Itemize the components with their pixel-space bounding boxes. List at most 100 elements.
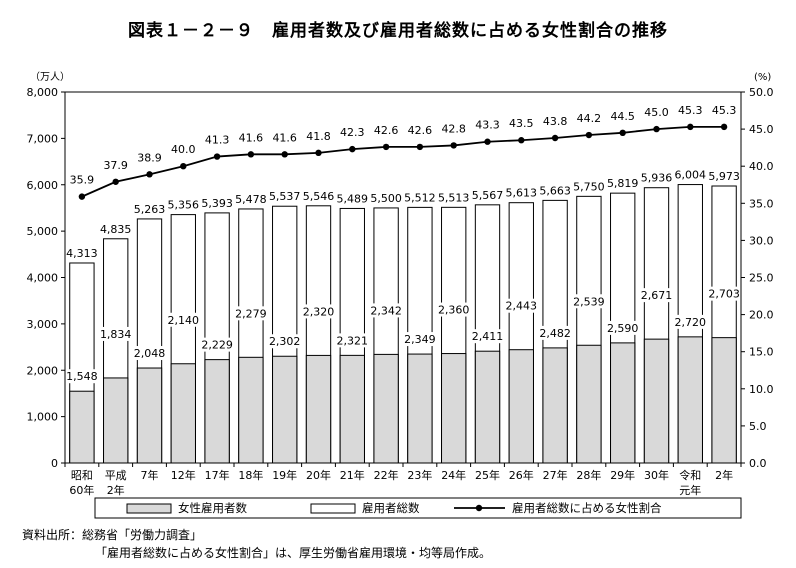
x-tick-label: 17年 <box>205 468 230 482</box>
ratio-value-label: 42.6 <box>374 124 399 137</box>
female-label-bg <box>100 326 131 341</box>
total-label-bg <box>675 167 706 181</box>
total-value-label: 5,663 <box>539 184 571 197</box>
female-bar <box>474 350 501 464</box>
female-bar <box>170 363 196 464</box>
left-axis-tick-label: 6,000 <box>27 179 59 192</box>
total-value-label: 5,546 <box>303 190 335 203</box>
total-label-bg <box>540 183 571 197</box>
legend-box <box>94 497 742 519</box>
x-tick-label: 24年 <box>441 468 466 482</box>
right-axis-tick-label: 40.0 <box>749 160 774 173</box>
ratio-point <box>450 142 457 149</box>
female-bar <box>542 347 568 464</box>
total-value-label: 5,936 <box>641 172 673 185</box>
female-value-label: 2,443 <box>506 300 538 313</box>
female-label-bg <box>202 337 233 352</box>
ratio-line <box>81 125 725 198</box>
ratio-value-label: 45.0 <box>644 106 669 119</box>
left-axis-unit: （万人） <box>30 71 70 83</box>
total-value-label: 4,835 <box>100 223 132 236</box>
ratio-point <box>247 151 255 158</box>
female-value-label: 2,720 <box>675 316 707 329</box>
female-value-label: 2,671 <box>641 289 673 302</box>
ratio-line-layer: 35.9 37.9 38.9 40.0 41.3 41.6 41.6 41.8 42.3 42.6… <box>70 104 736 200</box>
total-value-label: 5,513 <box>438 191 470 204</box>
ratio-value-label: 44.5 <box>610 110 635 123</box>
x-tick-label: 2年 <box>715 468 733 482</box>
female-label-bg <box>269 334 300 349</box>
legend-label-female: 女性雇用者数 <box>178 501 247 515</box>
x-tick-label: 29年 <box>610 468 635 482</box>
female-value-label: 2,302 <box>269 335 301 348</box>
x-tick-label: 20年 <box>306 468 331 482</box>
legend-swatch-female <box>126 503 172 514</box>
x-tick-label: 21年 <box>340 468 365 482</box>
female-value-label: 2,279 <box>235 307 267 320</box>
total-value-label: 6,004 <box>675 169 707 182</box>
total-value-label: 4,313 <box>66 247 98 260</box>
right-axis-tick-label: 15.0 <box>749 346 774 359</box>
chart-title: 図表１－２－９ 雇用者数及び雇用者総数に占める女性割合の推移 <box>128 21 668 41</box>
female-bar <box>373 353 399 464</box>
ratio-point <box>484 138 491 145</box>
ratio-value-label: 43.5 <box>509 117 534 130</box>
total-label-bg <box>438 190 469 204</box>
female-bar <box>103 377 129 464</box>
ratio-point <box>619 129 626 137</box>
total-label-bg <box>404 190 435 204</box>
ratio-value-label: 38.9 <box>137 151 162 164</box>
ratio-value-label: 41.6 <box>272 131 297 144</box>
right-axis-unit: (%) <box>754 72 771 83</box>
ratio-value-label: 37.9 <box>103 159 128 172</box>
female-value-label: 2,342 <box>370 304 402 317</box>
total-value-label: 5,613 <box>506 187 538 200</box>
female-label-bg <box>573 294 604 309</box>
x-tick-label: 18年 <box>238 468 263 482</box>
female-bar <box>711 337 737 464</box>
ratio-value-label: 42.8 <box>441 122 466 135</box>
female-label-bg <box>506 298 537 313</box>
total-label-bg <box>607 176 638 190</box>
right-axis-tick-label: 20.0 <box>749 309 774 322</box>
female-bar <box>643 338 670 464</box>
left-axis-tick-label: 2,000 <box>27 364 59 377</box>
left-axis-tick-label: 0 <box>51 457 58 470</box>
female-bar <box>204 359 230 464</box>
female-label-bg <box>438 302 469 317</box>
total-label-bg <box>66 245 97 259</box>
ratio-point <box>687 123 694 131</box>
female-value-label: 2,048 <box>134 347 166 360</box>
x-tick-label: 昭和 <box>71 469 93 482</box>
ratio-point <box>518 137 525 144</box>
female-label-bg <box>235 306 266 321</box>
chart-axes: 0 1,000 2,000 3,000 4,000 5,000 6,000 7,000 8,00… <box>27 71 774 470</box>
x-tick-label: 元年 <box>679 483 701 497</box>
total-label-bg <box>337 191 368 205</box>
ratio-value-label: 42.3 <box>340 126 365 139</box>
ratio-point <box>112 178 119 185</box>
x-tick-label: 2年 <box>107 483 125 497</box>
x-tick-label: 23年 <box>407 468 432 482</box>
legend-swatch-ratio-point <box>475 504 483 512</box>
female-label-bg <box>641 288 672 303</box>
ratio-point <box>146 171 153 178</box>
total-label-bg <box>371 190 402 204</box>
bar-labels: 4,313 1,548 4,835 1,834 5,263 2,048 5,356 2,140… <box>66 167 740 384</box>
total-label-bg <box>168 197 199 211</box>
x-tick-label: 60年 <box>69 483 94 497</box>
right-axis-tick-label: 50.0 <box>749 86 774 99</box>
legend-label-total: 雇用者総数 <box>362 501 420 515</box>
female-bar <box>610 342 636 464</box>
female-bar <box>508 349 534 464</box>
ratio-value-label: 42.6 <box>408 124 433 137</box>
female-value-label: 2,590 <box>607 322 639 335</box>
x-tick-label: 平成 <box>105 469 127 482</box>
legend-swatch-total <box>310 503 356 514</box>
female-bar <box>136 367 163 464</box>
total-value-label: 5,500 <box>370 192 402 205</box>
right-axis-tick-label: 0.0 <box>749 457 767 470</box>
total-label-bg <box>303 188 334 202</box>
ratio-value-label: 45.3 <box>678 104 703 117</box>
